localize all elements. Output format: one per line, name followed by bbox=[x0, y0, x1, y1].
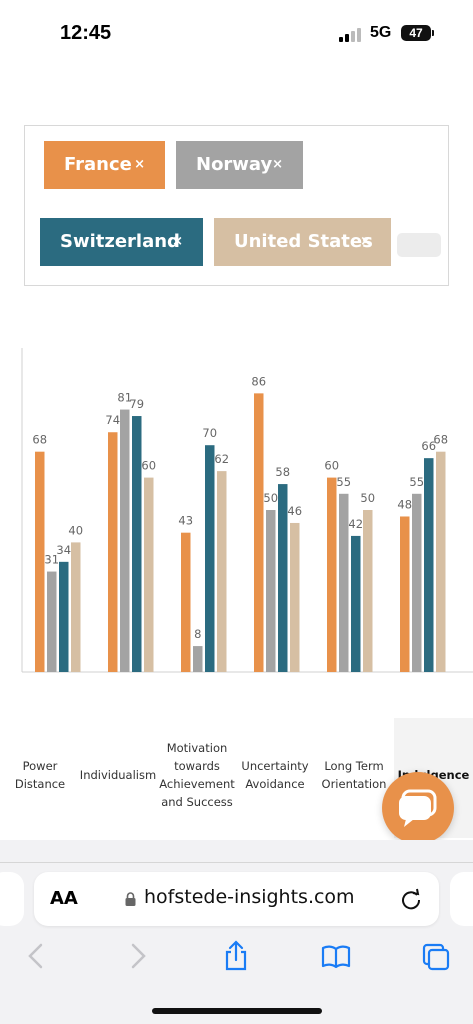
bar-value-label: 62 bbox=[214, 452, 229, 466]
chevron-right-icon[interactable] bbox=[122, 940, 152, 972]
bar-norway-3[interactable] bbox=[266, 510, 276, 672]
chip-label: United States bbox=[234, 231, 373, 252]
category-label: Motivation towards Achievement and Succe… bbox=[159, 741, 235, 809]
country-filter-panel: France × Norway × Switzerland × United S… bbox=[24, 125, 449, 286]
bar-value-label: 50 bbox=[360, 491, 375, 505]
bar-switzerland-3[interactable] bbox=[278, 484, 288, 672]
bar-united-states-2[interactable] bbox=[217, 471, 227, 672]
chat-button[interactable] bbox=[382, 772, 454, 844]
bar-value-label: 55 bbox=[409, 475, 424, 489]
previous-tab-preview[interactable] bbox=[0, 872, 24, 926]
bar-value-label: 60 bbox=[324, 459, 339, 473]
bar-norway-5[interactable] bbox=[412, 493, 422, 672]
remove-icon[interactable]: × bbox=[134, 157, 145, 172]
bar-united-states-3[interactable] bbox=[290, 522, 300, 672]
remove-icon[interactable]: × bbox=[360, 234, 371, 249]
share-icon[interactable] bbox=[221, 940, 251, 972]
chip-label: Norway bbox=[196, 154, 273, 175]
browser-divider bbox=[0, 862, 473, 863]
bar-france-0[interactable] bbox=[35, 451, 45, 672]
tabs-icon[interactable] bbox=[421, 940, 451, 972]
category-label: Individualism bbox=[79, 768, 157, 782]
bar-france-3[interactable] bbox=[254, 393, 264, 672]
bar-norway-0[interactable] bbox=[47, 571, 57, 672]
bar-value-label: 34 bbox=[56, 543, 71, 557]
bar-value-label: 81 bbox=[117, 391, 132, 405]
bar-value-label: 79 bbox=[129, 397, 144, 411]
bar-united-states-0[interactable] bbox=[71, 542, 81, 672]
next-tab-preview[interactable] bbox=[450, 872, 473, 926]
bar-united-states-4[interactable] bbox=[363, 510, 373, 672]
bar-switzerland-1[interactable] bbox=[132, 416, 142, 672]
url-text: hofstede-insights.com bbox=[144, 886, 355, 908]
bar-switzerland-2[interactable] bbox=[205, 445, 215, 672]
bar-value-label: 60 bbox=[141, 459, 156, 473]
lock-icon bbox=[125, 892, 136, 906]
chip-norway[interactable]: Norway × bbox=[176, 141, 303, 189]
bar-switzerland-4[interactable] bbox=[351, 535, 361, 672]
chip-france[interactable]: France × bbox=[44, 141, 165, 189]
chip-label: France bbox=[64, 154, 132, 175]
browser-toolbar-area bbox=[0, 840, 473, 1024]
chat-bubble-icon bbox=[399, 789, 437, 827]
chip-united-states[interactable]: United States × bbox=[214, 218, 391, 266]
bar-value-label: 8 bbox=[194, 627, 201, 641]
bar-value-label: 50 bbox=[263, 491, 278, 505]
bar-france-1[interactable] bbox=[108, 432, 118, 672]
bar-norway-2[interactable] bbox=[193, 646, 203, 672]
bar-value-label: 48 bbox=[397, 497, 412, 511]
bar-switzerland-5[interactable] bbox=[424, 458, 434, 672]
bar-value-label: 46 bbox=[287, 504, 302, 518]
bar-france-5[interactable] bbox=[400, 516, 410, 672]
bar-norway-4[interactable] bbox=[339, 493, 349, 672]
bar-france-2[interactable] bbox=[181, 532, 191, 672]
chevron-left-icon[interactable] bbox=[22, 940, 52, 972]
bar-value-label: 31 bbox=[44, 553, 59, 567]
bar-value-label: 43 bbox=[178, 514, 193, 528]
bar-value-label: 55 bbox=[336, 475, 351, 489]
reload-icon[interactable] bbox=[400, 888, 422, 910]
bar-value-label: 68 bbox=[433, 433, 448, 447]
category-label: Uncertainty Avoidance bbox=[241, 759, 309, 791]
category-label: Power Distance bbox=[14, 759, 66, 791]
bar-united-states-5[interactable] bbox=[436, 451, 446, 672]
signal-icon bbox=[339, 28, 363, 42]
bar-value-label: 40 bbox=[68, 523, 83, 537]
network-label: 5G bbox=[370, 24, 392, 41]
remove-icon[interactable]: × bbox=[172, 234, 183, 249]
chip-switzerland[interactable]: Switzerland × bbox=[40, 218, 203, 266]
bar-value-label: 68 bbox=[32, 433, 47, 447]
remove-icon[interactable]: × bbox=[272, 157, 283, 172]
battery-tip bbox=[432, 30, 434, 36]
bar-value-label: 70 bbox=[202, 426, 217, 440]
status-time: 12:45 bbox=[60, 22, 112, 44]
bar-value-label: 86 bbox=[251, 374, 266, 388]
category-label: Long Term Orientation bbox=[321, 759, 387, 791]
book-icon[interactable] bbox=[321, 940, 351, 972]
bar-value-label: 58 bbox=[275, 465, 290, 479]
reader-settings-button[interactable]: AA bbox=[50, 888, 78, 909]
battery-icon: 47 bbox=[401, 25, 431, 41]
bar-switzerland-0[interactable] bbox=[59, 561, 69, 672]
address-bar[interactable]: AA hofstede-insights.com bbox=[34, 872, 439, 926]
bar-united-states-1[interactable] bbox=[144, 477, 154, 672]
add-country-input[interactable] bbox=[397, 233, 441, 257]
home-indicator bbox=[152, 1008, 322, 1014]
bar-france-4[interactable] bbox=[327, 477, 337, 672]
bar-value-label: 74 bbox=[105, 413, 120, 427]
status-bar: 12:45 5G 47 bbox=[0, 0, 473, 60]
bar-norway-1[interactable] bbox=[120, 409, 130, 672]
chip-label: Switzerland bbox=[60, 231, 180, 252]
bar-value-label: 66 bbox=[421, 439, 436, 453]
bar-value-label: 42 bbox=[348, 517, 363, 531]
